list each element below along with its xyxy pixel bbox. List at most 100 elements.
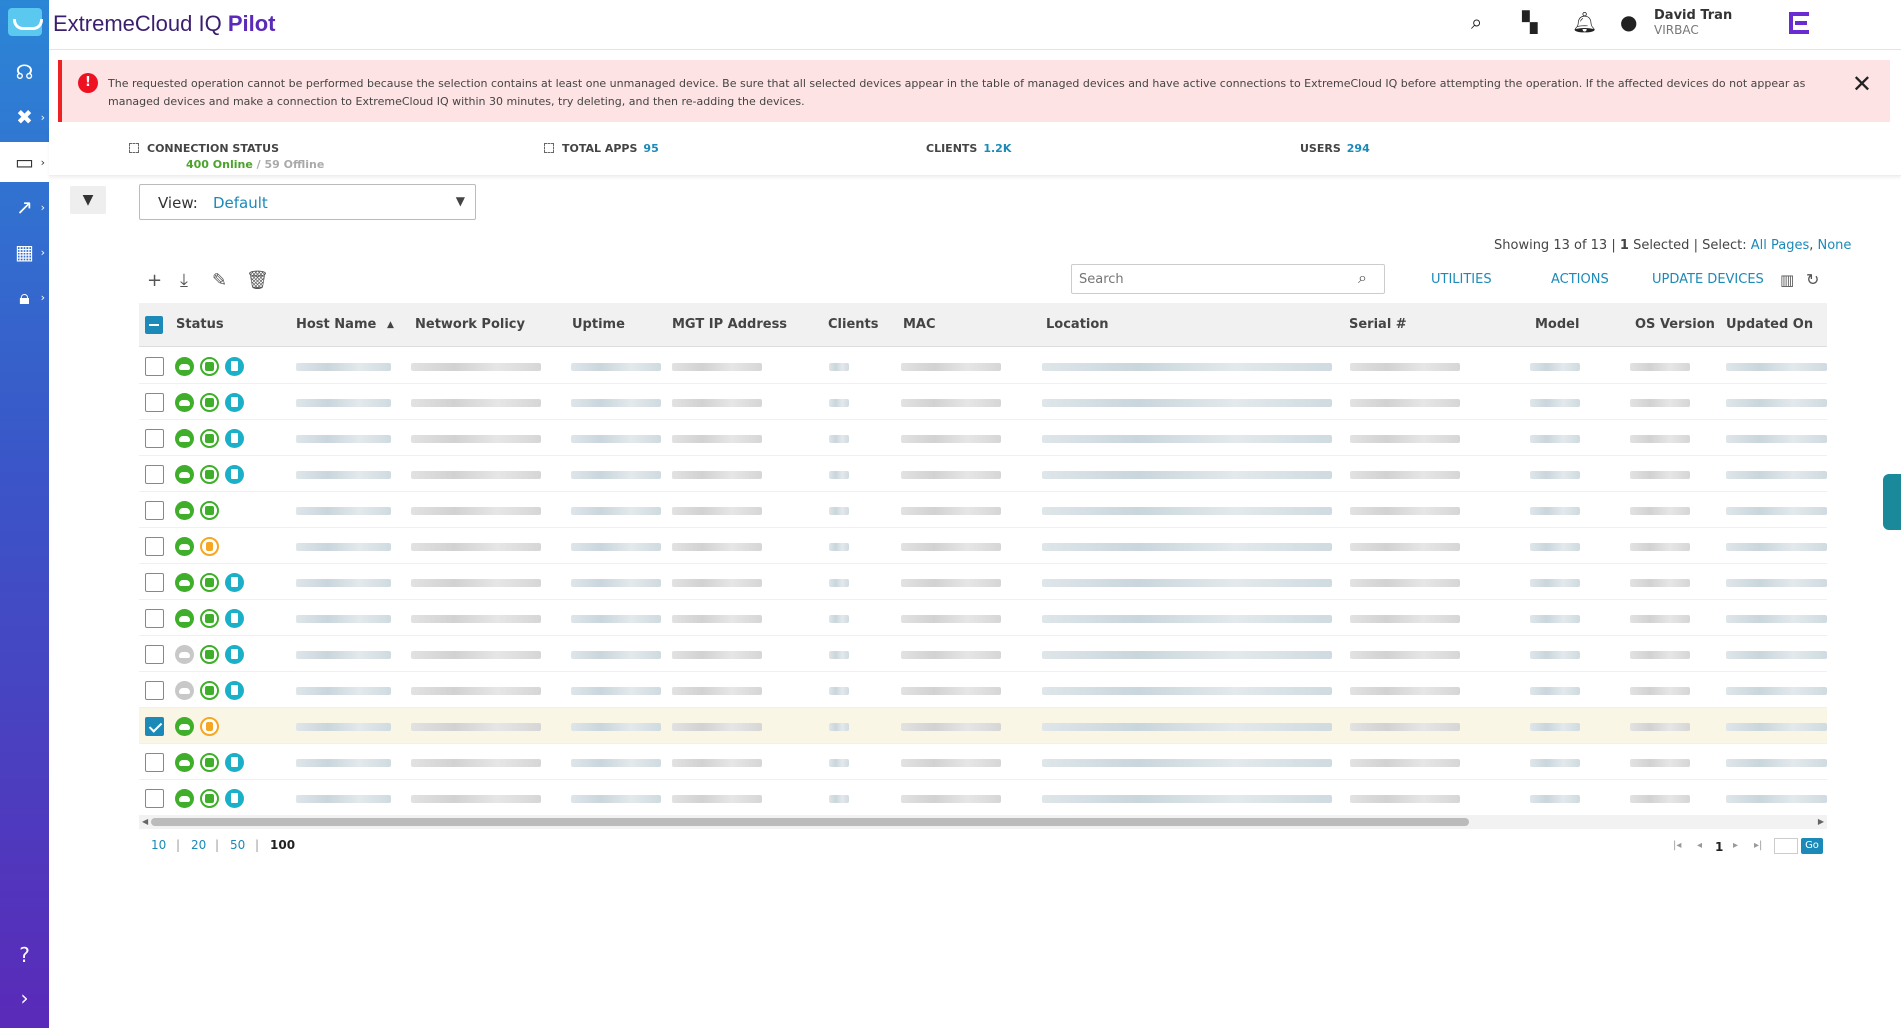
redacted-cell xyxy=(296,579,391,587)
row-checkbox[interactable] xyxy=(145,573,164,592)
select-all-checkbox[interactable] xyxy=(145,316,163,334)
table-row[interactable] xyxy=(139,384,1827,420)
table-row[interactable] xyxy=(139,528,1827,564)
first-page-icon[interactable]: |◂ xyxy=(1673,840,1682,851)
sidebar-item-configure[interactable]: ✖ › xyxy=(0,97,49,137)
row-checkbox[interactable] xyxy=(145,537,164,556)
row-checkbox[interactable] xyxy=(145,717,164,736)
col-host-name[interactable]: Host Name xyxy=(296,317,377,332)
sidebar-item-apps[interactable]: ▦ › xyxy=(0,232,49,272)
app-logo-icon[interactable] xyxy=(8,8,43,36)
table-row[interactable] xyxy=(139,600,1827,636)
page-size-50[interactable]: 50 xyxy=(230,838,246,852)
col-serial[interactable]: Serial # xyxy=(1349,317,1407,332)
redacted-cell xyxy=(1350,363,1460,371)
sidebar-item-analytics[interactable]: ↗ › xyxy=(0,187,49,227)
col-mac[interactable]: MAC xyxy=(903,317,936,332)
sort-asc-icon[interactable]: ▲ xyxy=(387,320,394,330)
add-icon[interactable]: + xyxy=(147,270,163,291)
filter-button[interactable]: ▼ xyxy=(70,186,106,214)
side-panel-tab[interactable] xyxy=(1883,474,1901,530)
actions-button[interactable]: ACTIONS xyxy=(1551,272,1609,287)
select-none-link[interactable]: None xyxy=(1817,238,1852,253)
table-row[interactable] xyxy=(139,456,1827,492)
clients-stat[interactable]: CLIENTS 1.2K xyxy=(926,142,1012,155)
page-number-input[interactable] xyxy=(1774,838,1798,854)
total-apps-stat[interactable]: TOTAL APPS 95 xyxy=(544,142,659,155)
page-size-20[interactable]: 20 xyxy=(191,838,207,852)
col-location[interactable]: Location xyxy=(1046,317,1109,332)
row-checkbox[interactable] xyxy=(145,429,164,448)
columns-icon[interactable]: ▥ xyxy=(1780,271,1795,289)
table-row[interactable] xyxy=(139,348,1827,384)
sidebar-item-monitor[interactable]: ☊ xyxy=(0,52,49,92)
row-checkbox[interactable] xyxy=(145,501,164,520)
sidebar-item-security[interactable]: 🔒︎ › xyxy=(0,277,49,317)
redacted-cell xyxy=(1726,795,1827,803)
sidebar-item-devices[interactable]: ▭ › xyxy=(0,142,49,182)
col-os-version[interactable]: OS Version xyxy=(1635,317,1715,332)
dashboard-grid-icon[interactable]: ▚ xyxy=(1522,10,1538,34)
search-icon[interactable]: ⌕ xyxy=(1358,268,1367,287)
col-mgt-ip[interactable]: MGT IP Address xyxy=(672,317,788,332)
user-name[interactable]: David Tran xyxy=(1654,8,1733,23)
table-row[interactable] xyxy=(139,780,1827,813)
row-checkbox[interactable] xyxy=(145,357,164,376)
col-clients[interactable]: Clients xyxy=(828,317,879,332)
search-icon[interactable]: ⌕ xyxy=(1471,10,1483,34)
redacted-cell xyxy=(829,759,849,767)
go-button[interactable]: Go xyxy=(1801,838,1823,854)
redacted-cell xyxy=(901,651,1001,659)
table-row[interactable] xyxy=(139,672,1827,708)
redacted-cell xyxy=(1350,687,1460,695)
table-row[interactable] xyxy=(139,744,1827,780)
page-size-100[interactable]: 100 xyxy=(270,838,296,852)
sidebar-expand[interactable]: › xyxy=(0,978,49,1018)
users-stat[interactable]: USERS 294 xyxy=(1300,142,1370,155)
refresh-icon[interactable]: ↻ xyxy=(1806,270,1820,289)
sidebar-item-help[interactable]: ? xyxy=(0,935,49,975)
table-row[interactable] xyxy=(139,708,1827,744)
table-row[interactable] xyxy=(139,492,1827,528)
edit-icon[interactable]: ✎ xyxy=(212,270,228,291)
table-row[interactable] xyxy=(139,420,1827,456)
table-row[interactable] xyxy=(139,564,1827,600)
page-size-10[interactable]: 10 xyxy=(151,838,167,852)
update-devices-button[interactable]: UPDATE DEVICES xyxy=(1652,272,1764,287)
col-network-policy[interactable]: Network Policy xyxy=(415,317,525,332)
connection-status-stat[interactable]: CONNECTION STATUS xyxy=(129,142,279,155)
scroll-right-icon[interactable]: ▶ xyxy=(1817,817,1824,826)
prev-page-icon[interactable]: ◂ xyxy=(1697,840,1703,851)
table-row[interactable] xyxy=(139,636,1827,672)
row-checkbox[interactable] xyxy=(145,393,164,412)
row-checkbox[interactable] xyxy=(145,789,164,808)
user-avatar-icon[interactable]: ● xyxy=(1620,10,1638,34)
utilities-button[interactable]: UTILITIES xyxy=(1431,272,1492,287)
download-icon[interactable]: ⤓ xyxy=(180,270,188,291)
redacted-cell xyxy=(672,579,762,587)
col-status[interactable]: Status xyxy=(176,317,224,332)
row-checkbox[interactable] xyxy=(145,681,164,700)
bell-icon[interactable]: 🔔︎ xyxy=(1572,10,1598,34)
close-banner-button[interactable]: ✕ xyxy=(1851,70,1872,98)
redacted-cell xyxy=(901,615,1001,623)
scrollbar-thumb[interactable] xyxy=(151,818,1469,826)
row-checkbox[interactable] xyxy=(145,645,164,664)
delete-icon[interactable]: 🗑︎ xyxy=(246,270,269,291)
cloud-status-icon xyxy=(175,789,194,808)
scroll-left-icon[interactable]: ◀ xyxy=(142,817,149,826)
col-updated-on[interactable]: Updated On xyxy=(1726,317,1814,332)
view-select[interactable]: View: Default ▼ xyxy=(139,184,476,220)
horizontal-scrollbar[interactable]: ◀ ▶ xyxy=(139,815,1827,829)
chevron-right-icon: › xyxy=(40,245,45,259)
search-input[interactable] xyxy=(1071,264,1385,294)
col-uptime[interactable]: Uptime xyxy=(572,317,625,332)
select-all-pages-link[interactable]: All Pages xyxy=(1750,238,1810,253)
next-page-icon[interactable]: ▸ xyxy=(1733,840,1739,851)
row-checkbox[interactable] xyxy=(145,609,164,628)
last-page-icon[interactable]: ▸| xyxy=(1754,840,1763,851)
col-model[interactable]: Model xyxy=(1535,317,1580,332)
caret-down-icon: ▼ xyxy=(455,194,465,208)
row-checkbox[interactable] xyxy=(145,465,164,484)
row-checkbox[interactable] xyxy=(145,753,164,772)
